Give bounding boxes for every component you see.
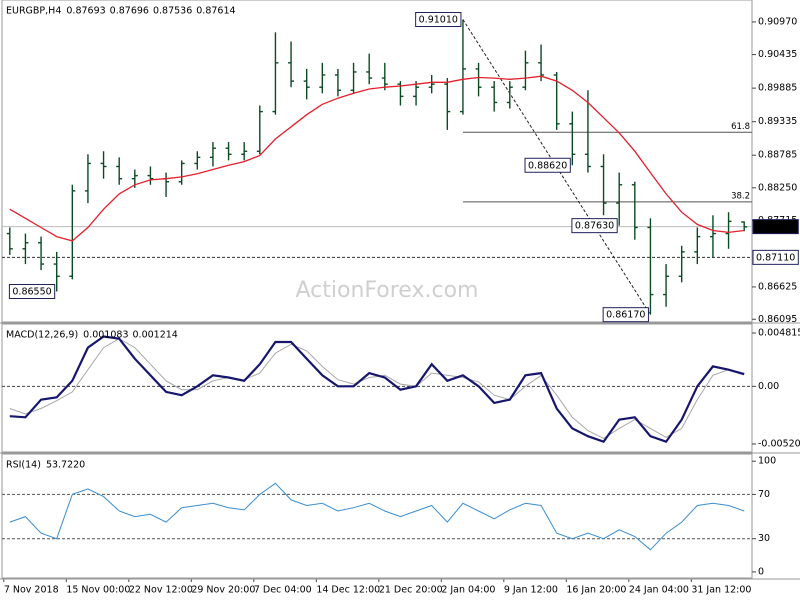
x-tick-label: 9 Jan 12:00 bbox=[504, 585, 558, 596]
last-price-label: 0.87614 bbox=[752, 219, 799, 235]
macd-line bbox=[9, 335, 745, 444]
y-tick-label: 0 bbox=[758, 566, 764, 577]
x-tick-label: 24 Jan 04:00 bbox=[629, 585, 689, 596]
y-tick-label: 70 bbox=[758, 489, 770, 500]
panel-title: MACD(12,26,9) bbox=[6, 330, 78, 341]
panel-title: RSI(14) bbox=[6, 460, 41, 471]
panel-frame bbox=[1, 453, 753, 579]
x-tick-label: 7 Nov 2018 bbox=[4, 585, 59, 596]
y-tick-label: -0.005204 bbox=[758, 438, 800, 449]
y-tick-label: 0.88785 bbox=[758, 150, 797, 161]
y-tick-label: 0.004815 bbox=[758, 328, 800, 339]
price-annotation-box bbox=[415, 12, 462, 28]
price-annotation: 0.88620 bbox=[524, 157, 571, 173]
y-tick-label: 0.88250 bbox=[758, 182, 797, 193]
y-tick-label: 0.00 bbox=[758, 381, 779, 392]
y-tick-label: 100 bbox=[758, 456, 776, 467]
rsi-line bbox=[9, 482, 745, 551]
price-annotation-box bbox=[571, 218, 618, 234]
price-annotation: 0.86550 bbox=[8, 284, 56, 300]
header-value: 0.87536 bbox=[153, 6, 192, 17]
y-tick-label: 0.86095 bbox=[758, 314, 797, 325]
moving-average bbox=[9, 75, 745, 242]
x-tick-label: 31 Jan 12:00 bbox=[691, 585, 751, 596]
panel-title: EURGBP,H4 bbox=[6, 6, 61, 17]
price-annotation-box bbox=[8, 284, 56, 300]
y-tick-label: 0.86625 bbox=[758, 281, 797, 292]
x-tick-label: 14 Dec 12:00 bbox=[316, 585, 380, 596]
x-tick-label: 29 Nov 20:00 bbox=[191, 585, 255, 596]
x-tick-label: 2 Jan 04:00 bbox=[441, 585, 495, 596]
x-tick-label: 21 Dec 20:00 bbox=[379, 585, 443, 596]
fib-label: 61.8 bbox=[731, 122, 750, 132]
header-value: 0.001083 bbox=[83, 330, 128, 341]
x-tick-label: 15 Nov 00:00 bbox=[66, 585, 130, 596]
y-tick-label: 30 bbox=[758, 533, 770, 544]
price-annotation: 0.91010 bbox=[415, 12, 462, 28]
price-annotation-box bbox=[524, 157, 571, 173]
header-value: 53.7220 bbox=[46, 460, 85, 471]
panel-frame bbox=[1, 323, 753, 453]
price-annotation-text: 0.88620 bbox=[528, 160, 567, 171]
header-value: 0.87696 bbox=[110, 6, 149, 17]
watermark: ActionForex.com bbox=[296, 278, 479, 303]
level-label-text: 0.87110 bbox=[756, 252, 795, 263]
level-label: 0.87110 bbox=[752, 249, 799, 265]
price-annotation-text: 0.86170 bbox=[606, 310, 645, 321]
y-tick-label: 0.89885 bbox=[758, 83, 797, 94]
price-annotation-text: 0.91010 bbox=[419, 15, 458, 26]
price-annotation: 0.87630 bbox=[571, 218, 618, 234]
header-value: 0.87614 bbox=[196, 6, 235, 17]
y-tick-label: 0.90435 bbox=[758, 49, 797, 60]
price-annotation-text: 0.86550 bbox=[12, 287, 51, 298]
price-annotation-text: 0.87630 bbox=[575, 221, 614, 232]
x-tick-label: 16 Jan 20:00 bbox=[566, 585, 626, 596]
panel-frame bbox=[1, 0, 753, 323]
fib-label: 38.2 bbox=[731, 191, 750, 201]
level-label-box bbox=[752, 249, 799, 265]
last-price-label-box bbox=[752, 219, 799, 235]
x-tick-label: 22 Nov 12:00 bbox=[129, 585, 193, 596]
price-annotation: 0.86170 bbox=[602, 307, 649, 323]
price-annotation-box bbox=[602, 307, 649, 323]
header-value: 0.87693 bbox=[66, 6, 105, 17]
x-tick-label: 7 Dec 04:00 bbox=[254, 585, 312, 596]
trend-line bbox=[462, 19, 651, 315]
y-tick-label: 0.89335 bbox=[758, 116, 797, 127]
y-tick-label: 0.90970 bbox=[758, 16, 797, 27]
last-price-label-text: 0.87614 bbox=[756, 222, 795, 233]
header-value: 0.001214 bbox=[133, 330, 178, 341]
